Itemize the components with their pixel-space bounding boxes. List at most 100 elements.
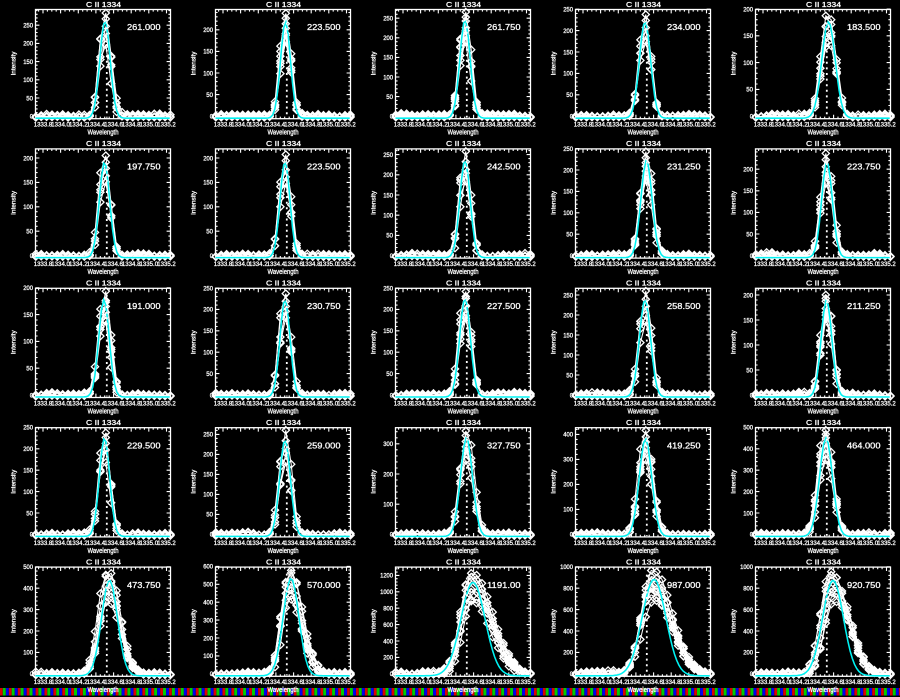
svg-text:250: 250 bbox=[383, 152, 393, 159]
svg-text:1335.2: 1335.2 bbox=[337, 122, 356, 129]
svg-text:1335.0: 1335.0 bbox=[680, 679, 699, 686]
svg-text:150: 150 bbox=[383, 55, 393, 62]
svg-text:1334.4: 1334.4 bbox=[447, 679, 466, 686]
svg-text:1334.6: 1334.6 bbox=[464, 122, 483, 129]
svg-text:1335.0: 1335.0 bbox=[860, 540, 879, 547]
svg-text:100: 100 bbox=[383, 350, 393, 357]
svg-text:1334.8: 1334.8 bbox=[302, 122, 321, 129]
svg-text:1335.2: 1335.2 bbox=[697, 122, 716, 129]
svg-text:C II 1334: C II 1334 bbox=[626, 418, 661, 427]
svg-text:C II 1334: C II 1334 bbox=[86, 418, 121, 427]
svg-text:1334.4: 1334.4 bbox=[807, 400, 826, 407]
svg-text:1334.4: 1334.4 bbox=[267, 679, 286, 686]
svg-text:1333.8: 1333.8 bbox=[394, 261, 413, 268]
svg-text:1334.6: 1334.6 bbox=[644, 261, 663, 268]
svg-text:1334.0: 1334.0 bbox=[591, 540, 610, 547]
svg-text:1333.8: 1333.8 bbox=[574, 400, 593, 407]
svg-text:Wavelength: Wavelength bbox=[448, 408, 479, 415]
svg-text:1334.8: 1334.8 bbox=[302, 540, 321, 547]
svg-text:1334.6: 1334.6 bbox=[104, 540, 123, 547]
svg-text:C II 1334: C II 1334 bbox=[806, 139, 841, 148]
svg-text:100: 100 bbox=[383, 213, 393, 220]
svg-text:150: 150 bbox=[23, 180, 33, 187]
svg-text:327.750: 327.750 bbox=[487, 440, 521, 450]
svg-text:C II 1334: C II 1334 bbox=[266, 0, 301, 9]
svg-text:50: 50 bbox=[566, 92, 573, 99]
svg-text:920.750: 920.750 bbox=[847, 580, 881, 590]
svg-text:600: 600 bbox=[383, 622, 393, 629]
svg-text:1335.0: 1335.0 bbox=[140, 400, 159, 407]
svg-text:1334.8: 1334.8 bbox=[482, 122, 501, 129]
svg-text:1335.0: 1335.0 bbox=[140, 122, 159, 129]
svg-text:C II 1334: C II 1334 bbox=[626, 279, 661, 288]
svg-text:100: 100 bbox=[23, 204, 33, 211]
svg-text:1334.8: 1334.8 bbox=[302, 261, 321, 268]
svg-text:100: 100 bbox=[203, 70, 213, 77]
svg-text:1334.4: 1334.4 bbox=[87, 261, 106, 268]
svg-text:1335.0: 1335.0 bbox=[500, 400, 519, 407]
svg-text:1333.8: 1333.8 bbox=[574, 679, 593, 686]
svg-text:1334.4: 1334.4 bbox=[807, 679, 826, 686]
svg-text:1334.2: 1334.2 bbox=[609, 400, 628, 407]
svg-text:200: 200 bbox=[23, 155, 33, 162]
svg-text:1335.0: 1335.0 bbox=[680, 540, 699, 547]
svg-text:50: 50 bbox=[746, 367, 753, 374]
svg-text:1334.4: 1334.4 bbox=[447, 400, 466, 407]
svg-text:464.000: 464.000 bbox=[847, 440, 881, 450]
svg-text:100: 100 bbox=[563, 71, 573, 78]
svg-text:1335.0: 1335.0 bbox=[860, 261, 879, 268]
svg-text:1334.8: 1334.8 bbox=[662, 540, 681, 547]
svg-text:100: 100 bbox=[23, 77, 33, 84]
svg-text:1334.0: 1334.0 bbox=[591, 261, 610, 268]
svg-text:Wavelength: Wavelength bbox=[88, 687, 119, 694]
svg-text:200: 200 bbox=[203, 452, 213, 459]
svg-text:Intensity: Intensity bbox=[190, 51, 197, 76]
svg-text:100: 100 bbox=[743, 210, 753, 217]
svg-text:191.000: 191.000 bbox=[127, 301, 161, 311]
svg-text:1334.8: 1334.8 bbox=[122, 540, 141, 547]
svg-text:250: 250 bbox=[563, 7, 573, 14]
svg-text:1333.8: 1333.8 bbox=[34, 122, 53, 129]
svg-text:1334.6: 1334.6 bbox=[824, 122, 843, 129]
svg-text:Wavelength: Wavelength bbox=[88, 548, 119, 555]
svg-text:1335.0: 1335.0 bbox=[320, 400, 339, 407]
svg-text:1335.2: 1335.2 bbox=[517, 679, 536, 686]
svg-text:419.250: 419.250 bbox=[667, 440, 701, 450]
svg-text:1335.0: 1335.0 bbox=[140, 540, 159, 547]
svg-text:250: 250 bbox=[203, 432, 213, 439]
svg-text:Intensity: Intensity bbox=[10, 330, 17, 355]
svg-text:Intensity: Intensity bbox=[550, 469, 557, 494]
svg-text:1334.2: 1334.2 bbox=[249, 400, 268, 407]
svg-text:1335.0: 1335.0 bbox=[140, 261, 159, 268]
svg-text:1333.8: 1333.8 bbox=[34, 261, 53, 268]
svg-text:200: 200 bbox=[203, 307, 213, 314]
svg-text:223.500: 223.500 bbox=[307, 162, 341, 172]
svg-text:Intensity: Intensity bbox=[550, 330, 557, 355]
svg-text:Wavelength: Wavelength bbox=[268, 687, 299, 694]
svg-text:1333.8: 1333.8 bbox=[754, 540, 773, 547]
svg-text:150: 150 bbox=[203, 49, 213, 56]
svg-text:1334.8: 1334.8 bbox=[842, 679, 861, 686]
svg-text:50: 50 bbox=[26, 229, 33, 236]
svg-text:200: 200 bbox=[23, 628, 33, 635]
svg-text:1334.6: 1334.6 bbox=[824, 261, 843, 268]
svg-text:200: 200 bbox=[23, 446, 33, 453]
svg-text:1334.4: 1334.4 bbox=[807, 540, 826, 547]
svg-text:200: 200 bbox=[563, 482, 573, 489]
svg-text:1333.8: 1333.8 bbox=[394, 400, 413, 407]
svg-text:100: 100 bbox=[383, 502, 393, 509]
svg-text:1333.8: 1333.8 bbox=[214, 122, 233, 129]
svg-text:Wavelength: Wavelength bbox=[808, 269, 839, 276]
svg-text:1334.6: 1334.6 bbox=[644, 679, 663, 686]
svg-text:1334.2: 1334.2 bbox=[609, 261, 628, 268]
svg-text:1334.0: 1334.0 bbox=[231, 400, 250, 407]
svg-text:50: 50 bbox=[566, 372, 573, 379]
svg-text:400: 400 bbox=[383, 638, 393, 645]
svg-text:600: 600 bbox=[743, 607, 753, 614]
svg-text:Wavelength: Wavelength bbox=[268, 130, 299, 137]
svg-text:200: 200 bbox=[563, 312, 573, 319]
svg-text:50: 50 bbox=[386, 233, 393, 240]
svg-text:1334.0: 1334.0 bbox=[771, 400, 790, 407]
svg-text:1334.0: 1334.0 bbox=[771, 679, 790, 686]
svg-text:1334.2: 1334.2 bbox=[429, 261, 448, 268]
